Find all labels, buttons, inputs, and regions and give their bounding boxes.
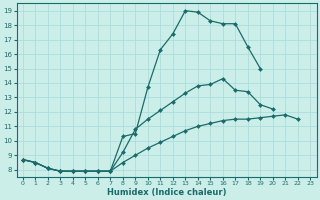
X-axis label: Humidex (Indice chaleur): Humidex (Indice chaleur) xyxy=(107,188,226,197)
